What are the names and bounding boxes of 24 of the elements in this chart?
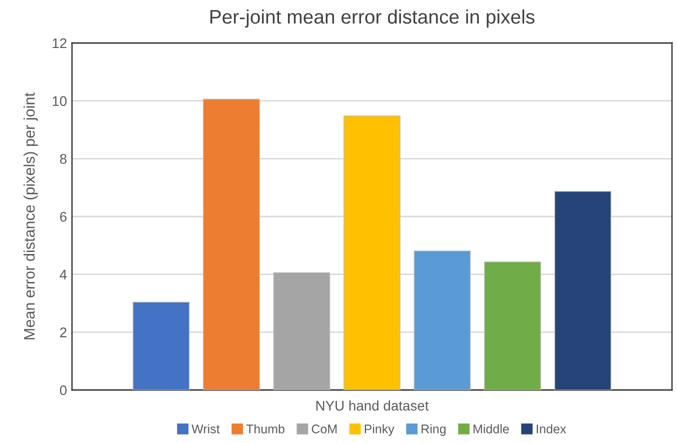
y-tick-label: 4 bbox=[60, 270, 67, 280]
legend-label: Index bbox=[536, 424, 566, 434]
y-tick-label: 8 bbox=[60, 154, 67, 164]
y-tick-label: 6 bbox=[60, 212, 67, 222]
y-axis-title: Mean error distance (pixels) per joint bbox=[24, 92, 38, 340]
y-tick-label: 12 bbox=[52, 38, 66, 48]
bar bbox=[414, 250, 471, 390]
bar bbox=[344, 116, 400, 390]
y-tick-label: 10 bbox=[52, 96, 67, 106]
bar bbox=[273, 272, 330, 390]
legend-label: Wrist bbox=[192, 424, 220, 434]
bar bbox=[202, 98, 260, 390]
legend-label: CoM bbox=[312, 424, 337, 434]
x-axis-title: NYU hand dataset bbox=[316, 400, 429, 411]
legend-label: Ring bbox=[422, 424, 446, 436]
bar bbox=[132, 302, 190, 390]
legend-label: Thumb bbox=[246, 424, 284, 434]
chart-title: Per-joint mean error distance in pixels bbox=[210, 9, 534, 28]
bar bbox=[554, 190, 612, 390]
bar bbox=[484, 262, 542, 390]
legend-label: Middle bbox=[474, 424, 509, 434]
y-tick-label: 0 bbox=[60, 385, 67, 396]
legend-label: Pinky bbox=[364, 424, 394, 436]
y-tick-label: 2 bbox=[60, 328, 66, 338]
